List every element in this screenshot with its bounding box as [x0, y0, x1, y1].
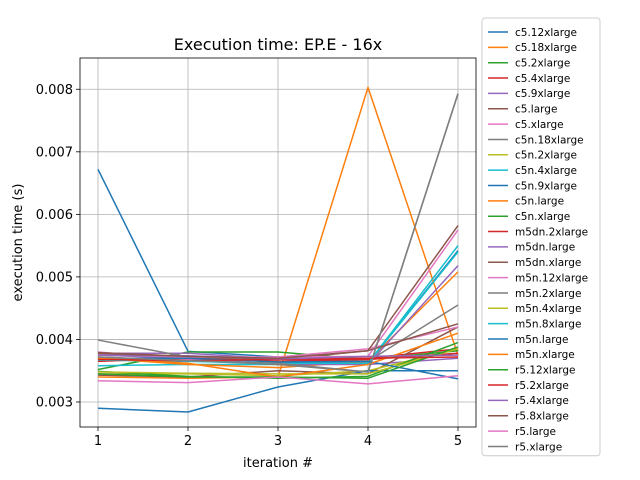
- legend-label: c5n.9xlarge: [515, 180, 577, 192]
- y-tick-label: 0.006: [36, 208, 73, 223]
- grid: [80, 58, 476, 427]
- series-lines: [97, 86, 459, 413]
- series-line-r5-large: [97, 374, 459, 385]
- legend-label: m5dn.2xlarge: [515, 226, 588, 238]
- legend-label: c5.large: [515, 104, 557, 116]
- legend-label: m5dn.large: [515, 242, 575, 254]
- x-tick-label: 3: [274, 434, 282, 449]
- legend-label: r5.8xlarge: [515, 411, 569, 423]
- legend-label: m5n.8xlarge: [515, 318, 581, 330]
- y-tick-label: 0.005: [36, 270, 73, 285]
- legend-box: [481, 17, 601, 457]
- series-line-r5-8xlarge: [97, 323, 459, 359]
- legend-label: m5n.xlarge: [515, 349, 575, 361]
- legend-label: c5.xlarge: [515, 119, 564, 131]
- y-axis-label: execution time (s): [11, 184, 26, 302]
- legend-label: m5n.12xlarge: [515, 272, 588, 284]
- legend-label: c5.9xlarge: [515, 88, 570, 100]
- legend-label: m5n.large: [515, 334, 569, 346]
- legend-label: m5n.4xlarge: [515, 303, 581, 315]
- legend-label: c5.12xlarge: [515, 27, 577, 39]
- chart-title: Execution time: EP.E - 16x: [174, 35, 382, 54]
- y-tick-label: 0.004: [36, 333, 73, 348]
- legend-label: c5n.18xlarge: [515, 134, 584, 146]
- legend-label: c5n.xlarge: [515, 211, 570, 223]
- series-line-r5-xlarge: [97, 93, 459, 373]
- x-axis-label: iteration #: [243, 456, 313, 471]
- y-tick-label: 0.003: [36, 395, 73, 410]
- legend-label: c5.4xlarge: [515, 73, 570, 85]
- y-tick-label: 0.008: [36, 83, 73, 98]
- legend-label: c5n.2xlarge: [515, 150, 577, 162]
- series-line-c5n-2xlarge: [98, 348, 459, 377]
- legend-label: r5.4xlarge: [515, 395, 569, 407]
- legend-label: m5dn.xlarge: [515, 257, 581, 269]
- x-tick-label: 4: [364, 434, 372, 449]
- y-tick-label: 0.007: [36, 145, 73, 160]
- legend-label: c5.18xlarge: [515, 42, 577, 54]
- legend-label: r5.2xlarge: [515, 380, 569, 392]
- legend-label: c5n.4xlarge: [515, 165, 577, 177]
- legend-label: c5n.large: [515, 196, 564, 208]
- x-tick-label: 1: [94, 434, 102, 449]
- legend-label: r5.large: [515, 426, 556, 438]
- axis-ticks: 1 2 3 4 5 0.003 0.004 0.005 0.006 0.007 0.008: [36, 83, 462, 449]
- legend: c5.12xlarge c5.18xlarge c5.2xlarge c5.4xlar…: [481, 17, 601, 457]
- x-tick-label: 2: [184, 434, 192, 449]
- legend-label: r5.xlarge: [515, 441, 562, 453]
- legend-label: r5.12xlarge: [515, 365, 576, 377]
- legend-label: m5n.2xlarge: [515, 288, 581, 300]
- series-line-m5n-4xlarge: [97, 348, 459, 375]
- x-tick-label: 5: [454, 434, 462, 449]
- series-line-c5n-9xlarge: [97, 369, 458, 413]
- legend-label: c5.2xlarge: [515, 58, 570, 70]
